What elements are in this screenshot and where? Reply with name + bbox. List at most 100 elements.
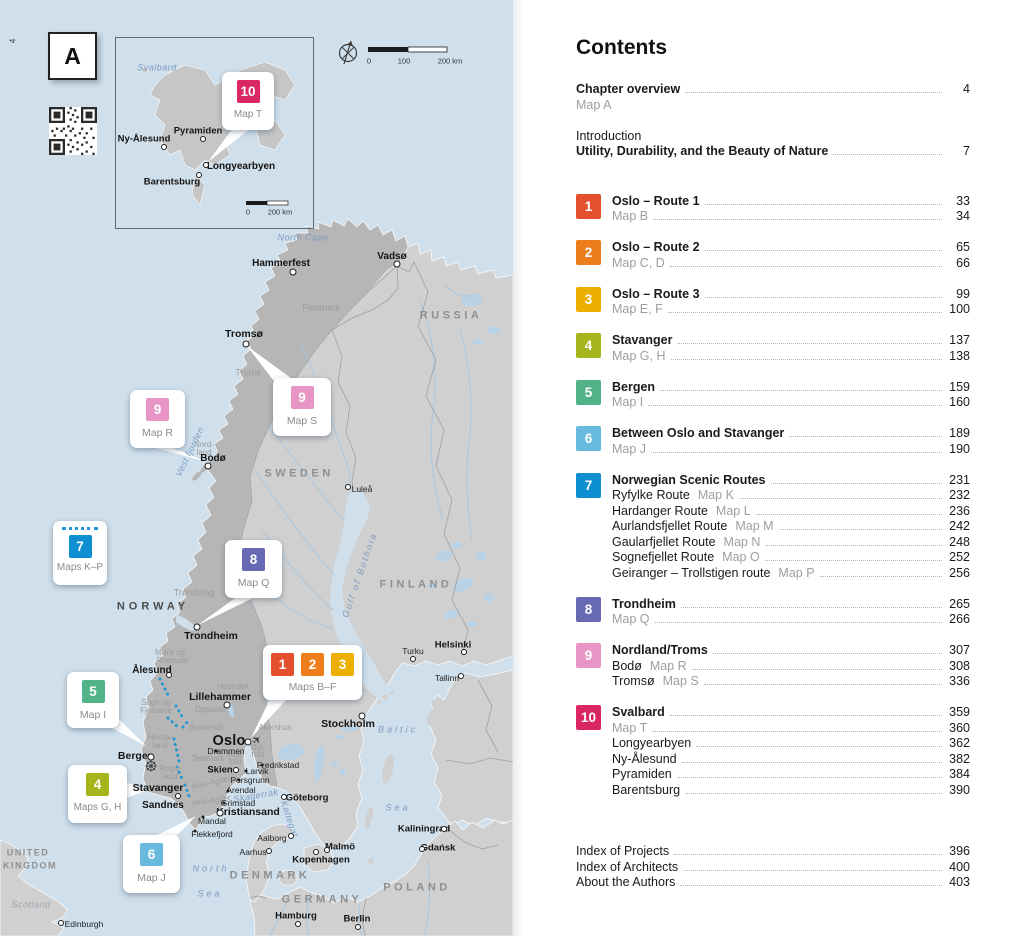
marker-label: Maps K–P [56,562,104,573]
dotted-leader [681,761,942,763]
dotted-leader [703,684,942,685]
toc-entry-title: Oslo – Route 1 [612,193,700,208]
toc-map-ref: Map I [612,395,644,409]
marker-number: 7 [68,535,92,558]
country-label-finland: FINLAND [379,578,453,591]
map-marker-9-map-s: 9 Map S [273,378,331,436]
toc-chapter-8: 8 Trondheim 265 Map Q 266 [576,596,970,628]
city-label-turku: Turku [402,645,424,656]
marker-label: Map I [79,709,107,721]
toc-entry-title: Bergen [612,379,656,394]
gotland [382,754,394,784]
city-dot-arendal [226,789,230,793]
map-page: 4 A [0,0,513,936]
region-label-sogn-1: Sogn og [141,698,171,707]
marker-label: Maps B–F [288,681,337,693]
toc-map-ref: Map E, F [612,302,663,316]
marker-label: Map S [286,415,318,427]
dotted-leader [680,885,942,886]
dotted-leader [738,498,942,499]
dotted-leader [669,265,942,267]
toc-front-matter: Chapter overview 4 Map A Introduction Ut… [576,82,970,160]
city-label-tallinn: Tallinn [434,672,460,683]
region-label-rogaland-2: land [162,772,178,781]
toc-entry-title: Tromsø [612,674,655,688]
toc-entry-title: Bodø [612,658,642,673]
marker-number: 6 [140,843,163,866]
toc-map-ref: Map C, D [612,255,665,270]
dotted-leader [770,482,942,484]
land-baltics [429,669,513,827]
bornholm [368,858,374,864]
inset-scale-0: 0 [245,207,251,217]
toc-page-number: 160 [949,395,970,409]
to-entry-title: Geiranger – Trollstigen route [612,565,771,580]
city-label-berlin: Berlin [343,913,371,925]
dotted-leader [704,203,942,205]
city-label-kopenhagen: Kopenhagen [292,854,350,866]
toc-entry-title: Index of Architects [576,859,679,874]
city-dot-goteborg [281,794,287,800]
region-label-rogaland-1: Roga- [159,764,181,773]
dotted-leader [677,343,942,344]
city-label-bodo: Bodø [200,453,226,464]
city-dot-kristiansand [216,809,224,817]
toc-map-ref: Map J [612,441,647,456]
chapter-number-badge: 5 [576,379,601,405]
toc-entry-title: Aurlandsfjellet Route [612,519,728,533]
scale-tick-100: 100 [397,56,411,66]
toc-row-intro-title: Utility, Durability, and the Beauty of N… [576,144,970,160]
page-number-left: 4 [7,38,18,44]
toc-page-number: 336 [949,674,970,688]
map-marker-8-map-q: 8 Map Q [225,540,282,598]
region-label-buskerud: Buskerud [189,723,223,732]
toc-page-number: 256 [949,565,970,580]
toc-chapter-2: 2 Oslo – Route 2 65 Map C, D 66 [576,240,970,271]
map-marker-4-maps-gh: 4 Maps G, H [68,765,127,823]
toc-map-ref: Map P [778,565,815,580]
toc-chapter-4: 4 Stavanger 137 Map G, H 138 [576,333,970,364]
dotted-leader [819,575,942,577]
chapter-number-badge: 9 [576,643,601,668]
map-marker-6-map-j: 6 Map J [123,835,180,893]
city-dot-bodo [204,462,212,470]
toc-page-number: 403 [949,875,970,889]
toc-entry-title: Oslo – Route 2 [612,240,700,254]
region-label-scotland: Scotland [11,899,51,910]
city-label-edinburgh: Edinburgh [64,918,104,929]
toc-chapter-10: 10 Svalbard 359 Map T 360 Longyearbyen 362 … [576,705,970,798]
city-dot-mandal [201,815,205,819]
city-dot-berlin [355,924,361,930]
marker-label: Map T [233,109,263,120]
sea-label-north-sea: Sea [197,888,223,899]
toc-page-number: 308 [949,658,970,673]
map-marker-5-map-i: 5 Map I [67,672,119,728]
toc-entry-title: Between Oslo and Stavanger [612,426,785,440]
toc-page-number: 34 [956,209,970,223]
chapter-number-badge: 3 [576,286,601,312]
city-label-longyearbyen: Longyearbyen [206,161,276,172]
country-label-sweden: SWEDEN [264,467,334,480]
toc-entry-title: Chapter overview [576,82,681,96]
toc-map-ref: Map K [697,488,734,502]
toc-page-number: 382 [949,751,970,766]
chapter-number-badge: 4 [576,333,601,358]
scale-tick-200: 200 km [437,56,463,66]
city-dot-turku [410,656,416,662]
city-label-bergen: Bergen [117,749,155,762]
toc-map-ref: Map A [576,97,612,112]
city-dot-gdansk [419,846,425,852]
dotted-leader [652,730,942,732]
marker-label: Map J [137,872,166,884]
toc-entry-title: Oslo – Route 3 [612,286,700,301]
dotted-leader [651,451,942,453]
toc-entry-title: Barentsburg [612,782,681,797]
land-norway [140,218,409,831]
city-dot-vadso [393,260,401,268]
toc-page-number: 33 [956,193,970,208]
toc-page-number: 248 [949,534,970,549]
dotted-leader [653,219,942,220]
dotted-route-icon [62,527,98,530]
country-label-norway: NORWAY [116,600,190,613]
